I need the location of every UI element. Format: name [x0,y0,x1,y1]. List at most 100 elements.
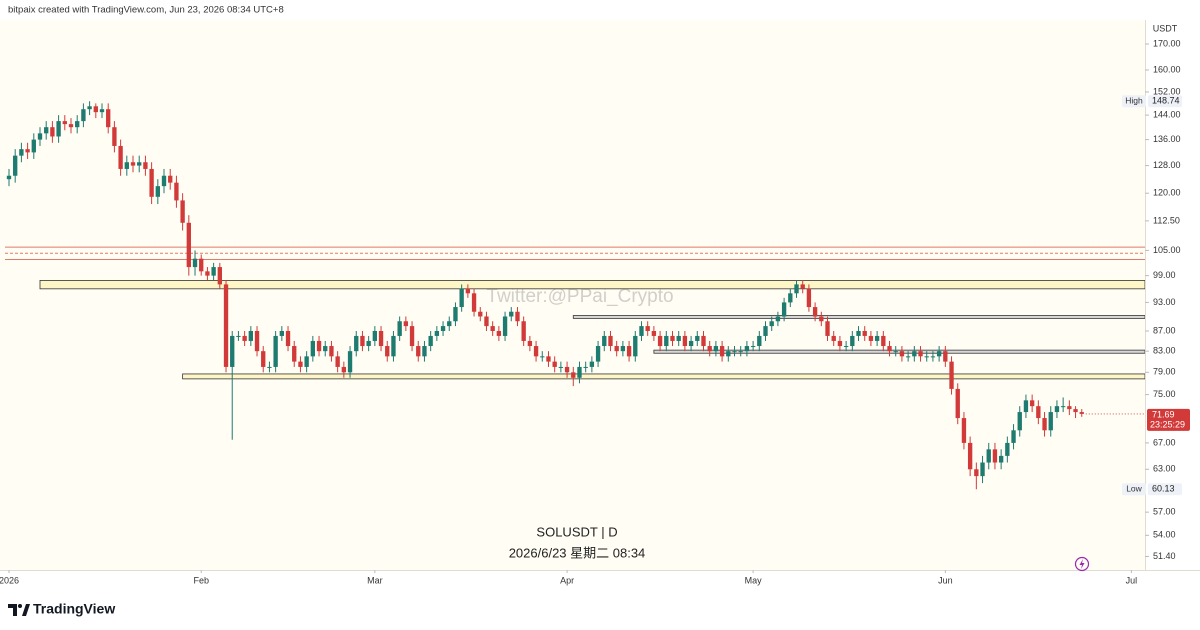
candle-body [825,321,830,336]
candle-body [850,335,855,347]
candle-body [806,288,812,308]
candle-body [242,335,247,341]
candle-body [1048,412,1053,431]
candle-body [583,366,588,368]
candle-body [137,162,142,166]
brand-name: TradingView [33,601,115,617]
candle-body [986,449,991,463]
candle-body [540,356,545,358]
y-axis: 170.00 160.00 152.00 144.00 136.00 128.00 120.… [1145,38,1181,561]
y-tick-label: 152.00 [1153,86,1181,96]
candle-body [509,311,514,317]
candle-body [391,335,396,357]
candle-body [788,293,793,303]
candle-body [726,351,731,357]
candle-body [459,288,464,308]
candle-body [980,462,985,477]
candle-body [688,340,694,347]
candle-body [738,351,743,353]
candle-body [478,311,483,317]
candle-body [595,346,601,362]
candle-body [1042,418,1047,431]
x-tick-label: Apr [560,575,574,585]
x-tick-label: Feb [193,575,209,585]
candle-body [347,351,353,373]
candle-body [769,321,774,327]
candle-body [608,335,613,347]
header-credit: bitpaix created with TradingView.com, Ju… [8,5,284,16]
candle-body [428,335,433,347]
candle-body [372,330,378,341]
candle-body [1067,406,1072,410]
candle-body [484,316,489,327]
candle-body [230,335,235,367]
candle-body [118,145,123,169]
candle-body [949,361,954,389]
candle-body [695,335,700,341]
candle-body [800,284,805,289]
plot-background [0,20,1145,570]
candle-body [236,335,241,337]
candle-body [25,149,30,153]
candle-body [812,307,818,317]
candle-body [335,356,340,367]
candle-body [186,222,191,268]
candle-body [819,316,824,322]
candle-body [651,330,657,336]
candle-body [285,330,291,347]
candle-body [682,335,688,347]
candle-body [124,162,129,169]
candle-body [1005,442,1010,456]
candle-body [936,351,942,357]
last-price-bg [1147,408,1190,431]
candle-body [602,335,607,347]
candle-body [930,356,936,358]
candle-body [1060,406,1066,408]
candle-body [533,346,539,357]
candle-body [223,284,229,367]
candle-body [341,366,347,373]
candle-body [378,330,384,347]
candle-body [577,366,582,378]
y-tick-label: 105.00 [1153,245,1181,255]
candle-body [316,340,322,352]
y-tick-label: 54.00 [1153,530,1176,540]
candle-body [707,346,712,352]
y-tick-label: 63.00 [1153,464,1176,474]
candle-body [310,340,316,357]
candle-body [924,356,929,358]
x-tick-label: Jul [1126,575,1138,585]
candle-body [143,162,148,169]
candle-body [261,351,266,367]
y-tick-label: 99.00 [1153,270,1176,280]
candle-body [397,321,402,336]
candle-body [620,346,626,352]
symbol-label: SOLUSDT | D [536,524,617,539]
candle-body [750,346,756,348]
candle-body [887,346,892,352]
x-tick-label: 2026 [0,575,19,585]
y-tick-label: 160.00 [1153,64,1181,74]
candle-body [31,139,36,153]
candle-body [998,455,1004,463]
candle-body [155,186,160,197]
candle-body [992,449,998,463]
candle-body [403,321,409,327]
candle-body [62,121,67,125]
zone [572,315,1145,319]
x-tick-label: Mar [367,575,383,585]
candle-body [87,106,92,110]
candle-body [676,335,681,341]
candle-body [943,351,948,362]
y-tick-label: 120.00 [1153,188,1181,198]
candle-body [496,330,502,336]
candle-body [471,293,477,312]
candle-body [868,335,874,341]
candle-body [99,109,105,113]
candle-body [447,321,452,327]
low-value: 60.13 [1152,484,1175,494]
candle-body [763,326,768,336]
candle-body [37,133,43,140]
currency-label: USDT [1153,23,1178,33]
